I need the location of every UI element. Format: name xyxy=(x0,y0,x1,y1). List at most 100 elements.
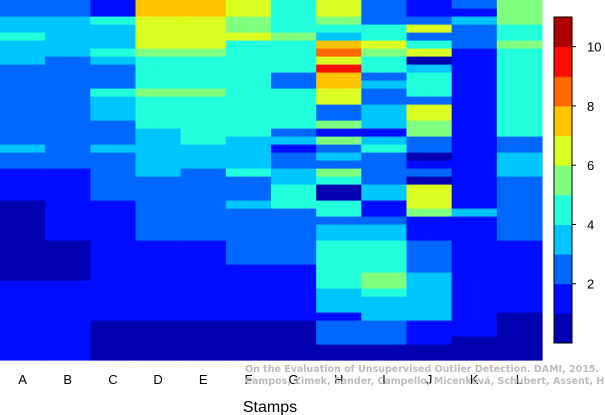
heatmap-cell xyxy=(451,288,498,297)
heatmap-cell xyxy=(271,224,317,233)
heatmap-cell xyxy=(316,248,362,257)
heatmap-cell xyxy=(271,72,317,81)
heatmap-cell xyxy=(0,320,46,329)
heatmap-cell xyxy=(451,136,498,145)
heatmap-cell xyxy=(496,96,543,105)
heatmap-cell xyxy=(180,64,227,73)
heatmap-cell xyxy=(225,72,272,81)
heatmap-cell xyxy=(0,80,46,89)
heatmap-cell xyxy=(316,328,362,337)
watermark-line-2: Campos, Zimek, Sander, Campello, Micenko… xyxy=(245,376,605,387)
heatmap-cell xyxy=(496,336,543,345)
heatmap-cell xyxy=(451,272,498,281)
heatmap-cell xyxy=(451,64,498,73)
heatmap-cell xyxy=(225,144,272,153)
heatmap-cell xyxy=(451,56,498,65)
heatmap-cell xyxy=(496,80,543,89)
heatmap-cell xyxy=(316,216,362,225)
heatmap-cell xyxy=(0,168,46,177)
heatmap-cell xyxy=(0,184,46,193)
heatmap-cell xyxy=(451,312,498,321)
heatmap-cell xyxy=(451,240,498,249)
heatmap-cell xyxy=(406,0,453,9)
heatmap-cell xyxy=(180,8,227,17)
heatmap-cell xyxy=(90,8,137,17)
heatmap-cell xyxy=(496,64,543,73)
heatmap-cell xyxy=(90,168,137,177)
heatmap-cell xyxy=(271,288,317,297)
heatmap-cell xyxy=(361,176,408,185)
heatmap-cell xyxy=(0,328,46,337)
heatmap-cell xyxy=(361,56,408,65)
heatmap-cell xyxy=(45,120,91,129)
heatmap-cell xyxy=(90,136,137,145)
heatmap-cell xyxy=(271,304,317,313)
heatmap-cell xyxy=(180,152,227,161)
heatmap-cell xyxy=(406,192,453,201)
heatmap-cell xyxy=(135,40,182,49)
heatmap-cell xyxy=(180,200,227,209)
heatmap-cell xyxy=(316,184,362,193)
heatmap-cell xyxy=(135,8,182,17)
heatmap-cell xyxy=(316,336,362,345)
colorbar-segment xyxy=(554,283,572,314)
heatmap-cell xyxy=(45,48,91,57)
heatmap-cell xyxy=(180,328,227,337)
heatmap-cell xyxy=(135,152,182,161)
heatmap-cell xyxy=(316,32,362,41)
heatmap-cell xyxy=(45,224,91,233)
heatmap-cell xyxy=(180,336,227,345)
heatmap-cell xyxy=(496,296,543,305)
heatmap-cell xyxy=(496,152,543,161)
heatmap-cell xyxy=(135,120,182,129)
heatmap-cell xyxy=(180,112,227,121)
heatmap-cell xyxy=(135,216,182,225)
heatmap-cell xyxy=(225,64,272,73)
heatmap-cell xyxy=(90,48,137,57)
heatmap-cell xyxy=(45,32,91,41)
heatmap-cell xyxy=(496,184,543,193)
heatmap-cell xyxy=(271,136,317,145)
heatmap-cell xyxy=(496,280,543,289)
heatmap-cell xyxy=(316,176,362,185)
heatmap-cell xyxy=(180,232,227,241)
heatmap-cell xyxy=(180,72,227,81)
heatmap-cell xyxy=(180,184,227,193)
heatmap-cell xyxy=(271,240,317,249)
heatmap-cell xyxy=(496,112,543,121)
heatmap-cell xyxy=(90,152,137,161)
heatmap-cell xyxy=(135,224,182,233)
heatmap-cell xyxy=(90,88,137,97)
heatmap-cell xyxy=(451,120,498,129)
heatmap-cell xyxy=(451,184,498,193)
heatmap-cell xyxy=(180,80,227,89)
heatmap-cell xyxy=(496,120,543,129)
heatmap-cell xyxy=(0,336,46,345)
heatmap-cell xyxy=(45,184,91,193)
heatmap-cell xyxy=(316,72,362,81)
heatmap-cell xyxy=(90,272,137,281)
heatmap-cell xyxy=(90,128,137,137)
heatmap-cell xyxy=(225,96,272,105)
heatmap-cell xyxy=(135,168,182,177)
heatmap-cell xyxy=(180,240,227,249)
heatmap-cell xyxy=(90,160,137,169)
heatmap-cell xyxy=(361,248,408,257)
heatmap-cell xyxy=(316,256,362,265)
heatmap-cell xyxy=(45,72,91,81)
heatmap-cell xyxy=(316,112,362,121)
heatmap-cell xyxy=(135,352,182,361)
heatmap-cell xyxy=(361,48,408,57)
heatmap-cell xyxy=(361,272,408,281)
heatmap-cell xyxy=(451,40,498,49)
heatmap-cell xyxy=(271,32,317,41)
x-tick-label: L xyxy=(516,372,523,387)
heatmap-cell xyxy=(271,56,317,65)
heatmap-cell xyxy=(225,296,272,305)
heatmap-cell xyxy=(225,136,272,145)
colorbar-segment xyxy=(554,135,572,166)
heatmap-cell xyxy=(496,312,543,321)
heatmap-cell xyxy=(361,96,408,105)
heatmap-cell xyxy=(271,8,317,17)
colorbar-tick-label: 4 xyxy=(587,217,594,232)
